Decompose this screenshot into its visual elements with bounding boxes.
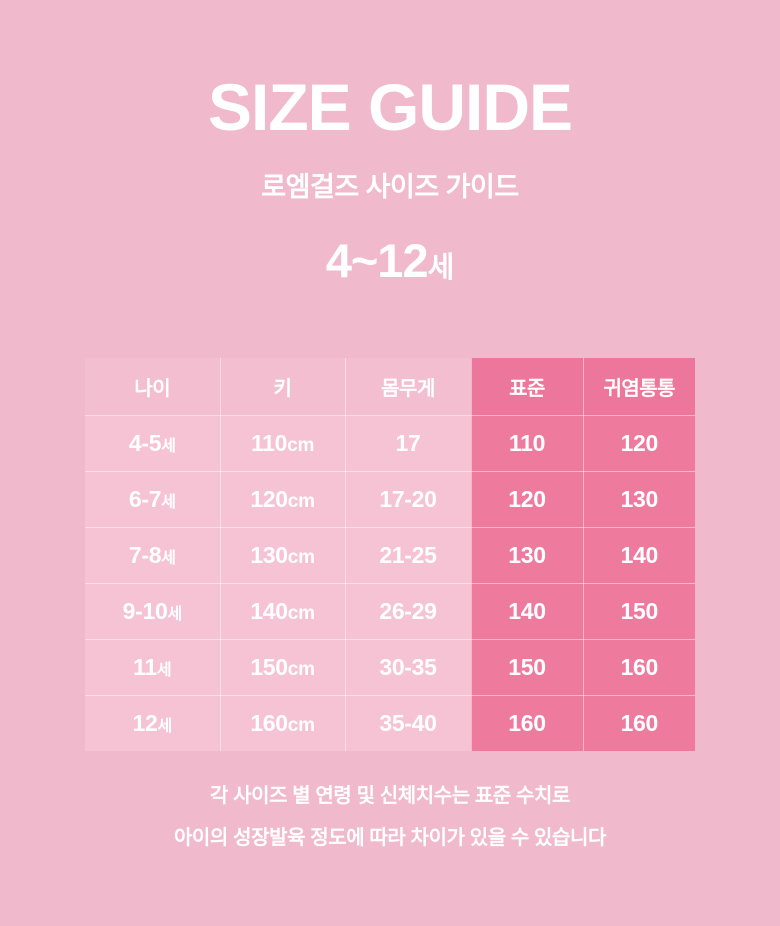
column-header-weight: 몸무게 xyxy=(345,358,472,416)
cell-height: 140cm xyxy=(220,583,346,640)
size-table-container: 나이 키 몸무게 표준 귀염통통 4-5세 110cm 17 110 120 6… xyxy=(85,358,695,751)
age-unit: 세 xyxy=(167,606,182,623)
age-range-heading: 4~12세 xyxy=(0,201,780,284)
cell-standard: 110 xyxy=(471,415,584,472)
cell-standard: 150 xyxy=(471,639,584,696)
size-table-head: 나이 키 몸무게 표준 귀염통통 xyxy=(85,358,695,416)
height-unit: cm xyxy=(287,659,315,680)
table-row: 11세 150cm 30-35 150 160 xyxy=(85,639,695,696)
age-unit: 세 xyxy=(157,718,173,735)
cell-weight: 30-35 xyxy=(345,639,472,696)
height-value: 160 xyxy=(250,710,288,736)
height-unit: cm xyxy=(287,547,315,568)
cell-weight: 35-40 xyxy=(345,695,472,751)
cell-age: 6-7세 xyxy=(85,471,221,528)
age-value: 9-10 xyxy=(122,598,168,624)
height-unit: cm xyxy=(287,435,315,456)
cell-height: 110cm xyxy=(220,415,346,472)
footer-note-line-1: 각 사이즈 별 연령 및 신체치수는 표준 수치로 xyxy=(209,785,571,807)
table-row: 9-10세 140cm 26-29 140 150 xyxy=(85,583,695,640)
age-unit: 세 xyxy=(161,438,176,455)
table-row: 4-5세 110cm 17 110 120 xyxy=(85,415,695,472)
age-unit: 세 xyxy=(161,494,176,511)
cell-standard: 160 xyxy=(471,695,584,751)
size-table-body: 4-5세 110cm 17 110 120 6-7세 120cm 17-20 1… xyxy=(85,415,695,751)
page-title: SIZE GUIDE xyxy=(207,70,573,144)
cell-age: 9-10세 xyxy=(85,583,221,640)
column-header-cute: 귀염통통 xyxy=(583,358,695,416)
cell-weight: 26-29 xyxy=(345,583,472,640)
age-unit: 세 xyxy=(156,662,172,679)
age-value: 6-7 xyxy=(128,486,162,512)
cell-height: 150cm xyxy=(220,639,346,696)
height-value: 130 xyxy=(250,542,288,568)
cell-height: 130cm xyxy=(220,527,346,584)
cell-height: 160cm xyxy=(220,695,346,751)
column-header-age: 나이 xyxy=(85,358,221,416)
page-header: SIZE GUIDE 로엠걸즈 사이즈 가이드 4~12세 xyxy=(0,0,780,284)
size-table: 나이 키 몸무게 표준 귀염통통 4-5세 110cm 17 110 120 6… xyxy=(85,358,695,751)
cell-weight: 21-25 xyxy=(345,527,472,584)
age-value: 4-5 xyxy=(128,430,162,456)
cell-weight: 17-20 xyxy=(345,471,472,528)
cell-cute: 140 xyxy=(583,527,695,584)
cell-cute: 160 xyxy=(583,639,695,696)
age-range-number: 4~12 xyxy=(325,234,429,287)
cell-age: 7-8세 xyxy=(85,527,221,584)
cell-standard: 120 xyxy=(471,471,584,528)
cell-cute: 160 xyxy=(583,695,695,751)
cell-standard: 140 xyxy=(471,583,584,640)
cell-age: 4-5세 xyxy=(85,415,221,472)
age-value: 7-8 xyxy=(128,542,162,568)
height-value: 150 xyxy=(250,654,288,680)
age-value: 12 xyxy=(132,710,158,736)
cell-weight: 17 xyxy=(345,415,472,472)
cell-cute: 150 xyxy=(583,583,695,640)
footer-note: 각 사이즈 별 연령 및 신체치수는 표준 수치로 아이의 성장발육 정도에 따… xyxy=(0,786,780,848)
cell-height: 120cm xyxy=(220,471,346,528)
table-header-row: 나이 키 몸무게 표준 귀염통통 xyxy=(85,358,695,416)
cell-age: 12세 xyxy=(85,695,221,751)
cell-cute: 130 xyxy=(583,471,695,528)
table-row: 6-7세 120cm 17-20 120 130 xyxy=(85,471,695,528)
height-unit: cm xyxy=(287,715,315,736)
table-row: 12세 160cm 35-40 160 160 xyxy=(85,695,695,751)
footer-note-line-2: 아이의 성장발육 정도에 따라 차이가 있을 수 있습니다 xyxy=(173,827,607,849)
height-value: 140 xyxy=(250,598,288,624)
cell-standard: 130 xyxy=(471,527,584,584)
age-range-suffix: 세 xyxy=(427,252,455,284)
height-value: 110 xyxy=(250,430,288,456)
table-row: 7-8세 130cm 21-25 130 140 xyxy=(85,527,695,584)
cell-age: 11세 xyxy=(85,639,221,696)
page-subtitle: 로엠걸즈 사이즈 가이드 xyxy=(261,172,519,202)
column-header-standard: 표준 xyxy=(471,358,584,416)
cell-cute: 120 xyxy=(583,415,695,472)
height-unit: cm xyxy=(287,603,315,624)
age-value: 11 xyxy=(133,654,157,680)
age-unit: 세 xyxy=(161,550,176,567)
height-value: 120 xyxy=(250,486,288,512)
column-header-height: 키 xyxy=(220,358,346,416)
height-unit: cm xyxy=(287,491,315,512)
